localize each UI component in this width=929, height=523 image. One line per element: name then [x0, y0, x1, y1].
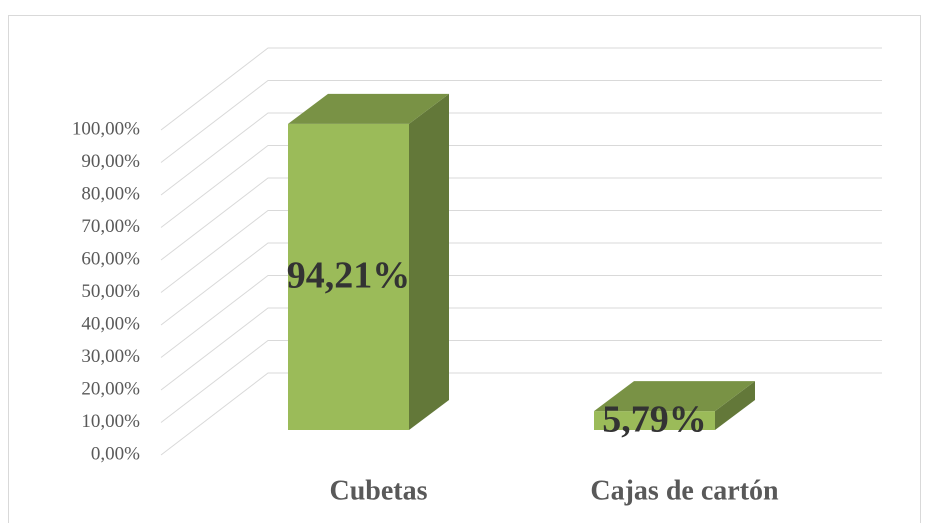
y-tick-label: 80,00%: [81, 183, 140, 204]
grid-line: [160, 177, 882, 261]
bar-side: [409, 93, 449, 430]
y-tick-label: 10,00%: [81, 411, 140, 432]
bar: [288, 93, 449, 430]
bar-top: [594, 381, 755, 412]
y-tick-label: 50,00%: [81, 281, 140, 302]
y-tick-label: 30,00%: [81, 346, 140, 367]
grid-line: [160, 307, 882, 391]
bar-side: [715, 381, 755, 430]
grid-line: [160, 372, 882, 456]
y-tick-label: 40,00%: [81, 313, 140, 334]
y-tick-label: 60,00%: [81, 248, 140, 269]
grid-line: [160, 80, 882, 163]
bar-front: [288, 123, 409, 430]
grid-line: [160, 145, 882, 228]
y-tick-label: 70,00%: [81, 216, 140, 237]
data-label: 94,21%: [287, 255, 411, 297]
y-tick-label: 100,00%: [72, 118, 140, 139]
grid-line: [160, 242, 882, 326]
grid-line: [160, 275, 882, 358]
data-label: 5,79%: [602, 398, 707, 440]
y-tick-label: 20,00%: [81, 378, 140, 399]
y-tick-label: 90,00%: [81, 151, 140, 172]
bar: [594, 381, 755, 430]
bar-top: [288, 93, 449, 124]
bar-front: [594, 411, 715, 430]
grid-line: [160, 112, 882, 196]
x-tick-label: Cubetas: [329, 475, 427, 506]
grid-line: [160, 340, 882, 423]
y-tick-label: 0,00%: [91, 443, 140, 464]
grid-line: [160, 210, 882, 293]
x-tick-label: Cajas de cartón: [590, 475, 779, 506]
grid-line: [160, 47, 882, 131]
chart-border: [8, 15, 921, 523]
